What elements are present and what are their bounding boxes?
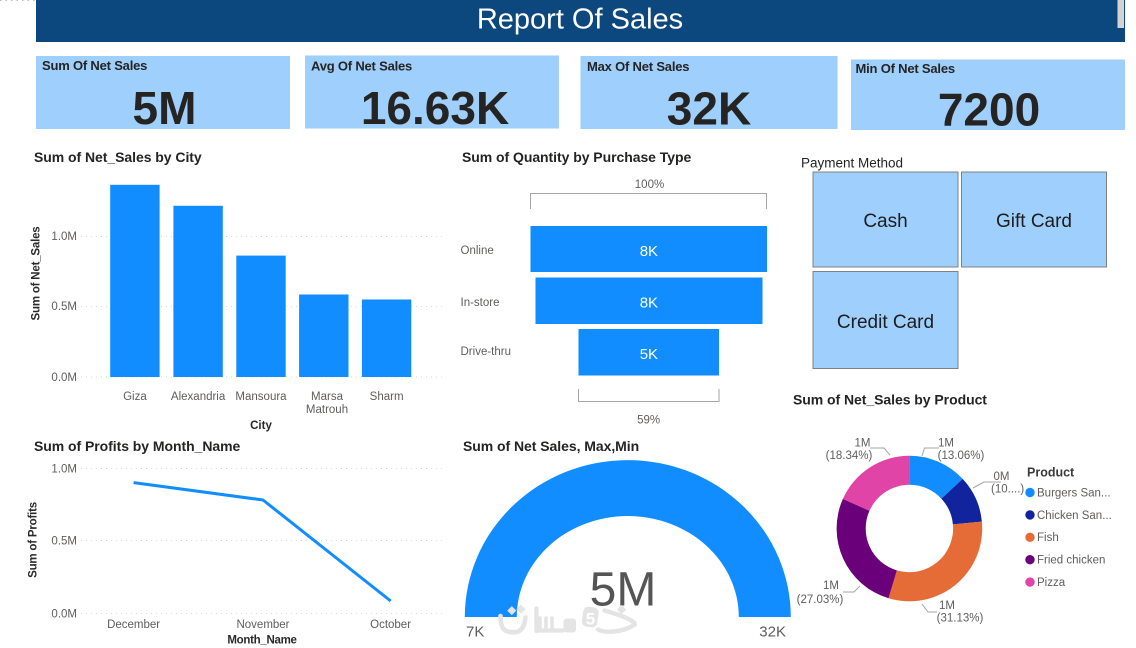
svg-text:Cash: Cash [863,211,907,232]
svg-text:5M: 5M [133,82,197,134]
svg-text:Drive-thru: Drive-thru [461,346,511,358]
svg-text:(10....): (10....) [991,484,1024,496]
svg-text:Fried chicken: Fried chicken [1037,555,1105,567]
svg-text:Month_Name: Month_Name [227,635,296,647]
svg-text:Marsa: Marsa [311,391,344,403]
svg-text:Sum of Net_Sales by City: Sum of Net_Sales by City [34,149,202,165]
svg-text:0.0M: 0.0M [51,609,77,621]
svg-text:Pizza: Pizza [1037,577,1066,589]
svg-text:0M: 0M [994,471,1010,483]
svg-text:5: 5 [586,610,595,629]
svg-text:100%: 100% [635,179,664,191]
svg-text:0.5M: 0.5M [51,536,77,548]
svg-text:Sharm: Sharm [370,391,404,403]
svg-text:Matrouh: Matrouh [306,404,348,416]
svg-text:Min Of Net Sales: Min Of Net Sales [856,61,955,76]
svg-text:(27.03%): (27.03%) [797,594,844,606]
svg-text:Credit Card: Credit Card [837,312,934,333]
svg-text:(31.13%): (31.13%) [937,613,984,625]
svg-text:Sum of Quantity by Purchase Ty: Sum of Quantity by Purchase Type [462,149,691,165]
svg-text:October: October [370,619,411,631]
svg-text:16.63K: 16.63K [361,82,509,134]
svg-text:Sum of Net Sales, Max,Min: Sum of Net Sales, Max,Min [463,438,639,454]
svg-text:0.0M: 0.0M [51,372,77,384]
svg-text:Payment Method: Payment Method [801,156,903,171]
svg-text:8K: 8K [640,243,658,260]
svg-text:Fish: Fish [1037,532,1059,544]
svg-text:In-store: In-store [461,297,500,309]
svg-text:(18.34%): (18.34%) [826,450,873,462]
svg-text:Alexandria: Alexandria [171,391,226,403]
svg-text:8K: 8K [640,295,658,312]
svg-text:City: City [250,420,272,432]
svg-text:7K: 7K [466,624,484,641]
svg-text:Avg Of Net Sales: Avg Of Net Sales [311,59,412,74]
svg-text:59%: 59% [637,415,660,427]
svg-text:Product: Product [1027,466,1075,480]
svg-text:1M: 1M [823,580,839,592]
svg-text:1M: 1M [855,437,871,449]
svg-text:Chicken San...: Chicken San... [1037,510,1112,522]
svg-text:Sum of Net_Sales by Product: Sum of Net_Sales by Product [793,392,987,408]
svg-text:Sum of Profits by Month_Name: Sum of Profits by Month_Name [34,438,241,454]
svg-text:November: November [236,619,289,631]
svg-text:Gift Card: Gift Card [996,211,1072,232]
svg-text:December: December [107,619,160,631]
svg-text:Mansoura: Mansoura [235,391,287,403]
svg-text:Giza: Giza [123,391,147,403]
svg-text:32K: 32K [667,83,751,135]
svg-text:Online: Online [461,245,494,257]
svg-text:7200: 7200 [938,84,1040,136]
svg-text:Sum Of Net Sales: Sum Of Net Sales [42,58,147,73]
svg-text:Sum of Net_Sales: Sum of Net_Sales [31,227,43,321]
svg-text:1M: 1M [938,437,954,449]
svg-text:1M: 1M [939,600,955,612]
svg-text:Burgers San...: Burgers San... [1037,487,1111,499]
svg-text:0.5M: 0.5M [51,301,77,313]
svg-text:1.0M: 1.0M [51,464,77,476]
svg-text:(13.06%): (13.06%) [938,450,985,462]
svg-text:32K: 32K [759,624,786,641]
svg-text:Sum of Profits: Sum of Profits [28,502,40,578]
svg-text:5K: 5K [640,346,658,363]
svg-text:1.0M: 1.0M [51,231,77,243]
svg-text:Max Of Net Sales: Max Of Net Sales [587,59,689,74]
svg-text:Report Of Sales: Report Of Sales [477,4,683,36]
